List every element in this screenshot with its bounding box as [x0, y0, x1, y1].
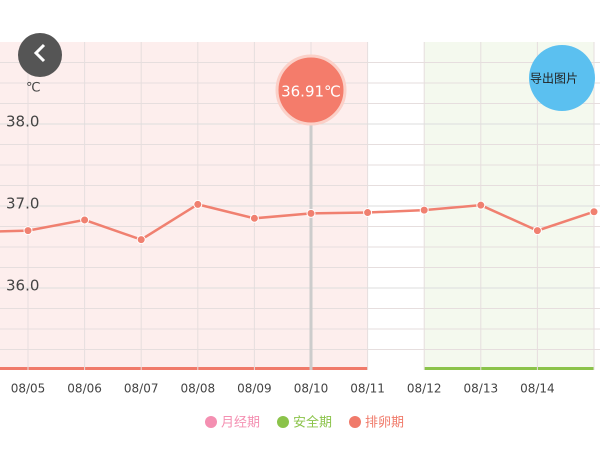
x-tick-label: 08/07: [124, 382, 159, 396]
x-tick-label: 08/11: [350, 382, 385, 396]
x-tick-label: 08/12: [407, 382, 442, 396]
data-point: [306, 208, 316, 218]
export-label[interactable]: 导出图片: [530, 72, 578, 86]
legend-label: 排卵期: [365, 416, 404, 431]
export-button[interactable]: [529, 45, 595, 111]
x-tick-label: 08/14: [520, 382, 555, 396]
x-tick-label: 08/09: [237, 382, 272, 396]
x-tick-label: 08/13: [464, 382, 499, 396]
back-icon: [33, 43, 46, 63]
tooltip-label: 36.91℃: [281, 83, 341, 101]
data-point: [80, 215, 90, 225]
data-point: [476, 200, 486, 210]
legend-swatch: [277, 416, 289, 428]
y-tick-label: 36.0: [6, 277, 39, 295]
x-tick-label: 08/10: [294, 382, 329, 396]
legend-swatch: [349, 416, 361, 428]
x-tick-label: 08/05: [11, 382, 46, 396]
data-point: [23, 226, 33, 236]
data-point: [589, 207, 599, 217]
data-point: [249, 213, 259, 223]
data-point: [193, 199, 203, 209]
data-point: [136, 235, 146, 245]
x-tick-label: 08/08: [181, 382, 216, 396]
tooltip-bubble: [275, 54, 347, 126]
y-tick-label: 38.0: [6, 113, 39, 131]
unit-label: ℃: [26, 81, 41, 96]
data-point: [419, 205, 429, 215]
x-tick-label: 08/06: [67, 382, 102, 396]
y-tick-label: 37.0: [6, 195, 39, 213]
data-point: [532, 226, 542, 236]
temperature-line: [0, 203, 595, 241]
legend-swatch: [205, 416, 217, 428]
legend-label: 安全期: [293, 415, 332, 431]
period-baseline: [424, 367, 594, 370]
legend-label: 月经期: [221, 416, 260, 431]
period-baseline: [0, 367, 368, 370]
data-point: [363, 208, 373, 218]
